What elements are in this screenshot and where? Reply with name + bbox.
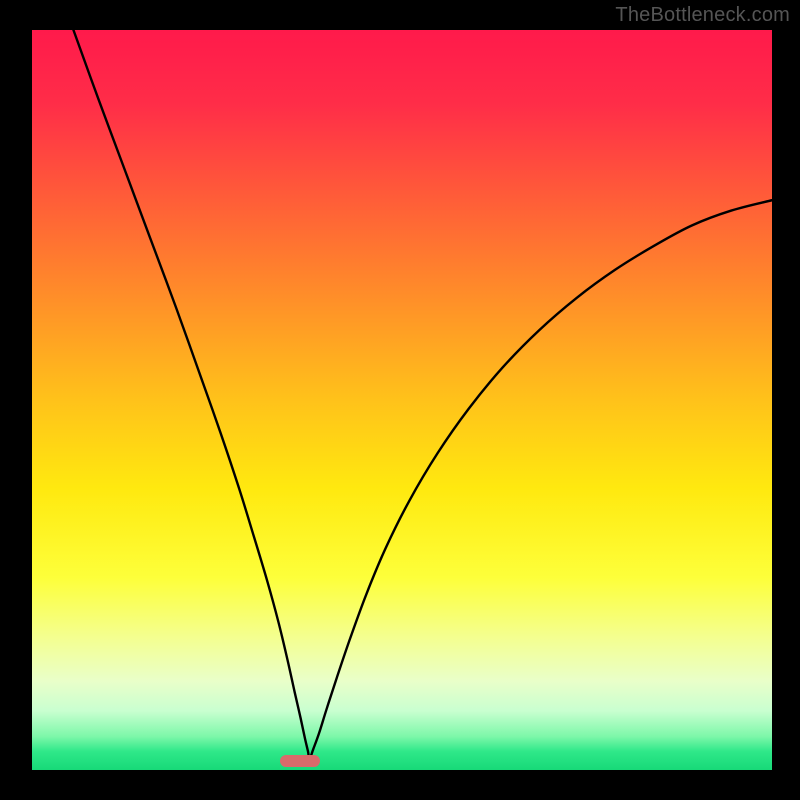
- curve-minimum-marker: [280, 755, 321, 768]
- chart-curve: [32, 30, 772, 770]
- chart-plot-area: [32, 30, 772, 770]
- watermark-text: TheBottleneck.com: [615, 4, 790, 27]
